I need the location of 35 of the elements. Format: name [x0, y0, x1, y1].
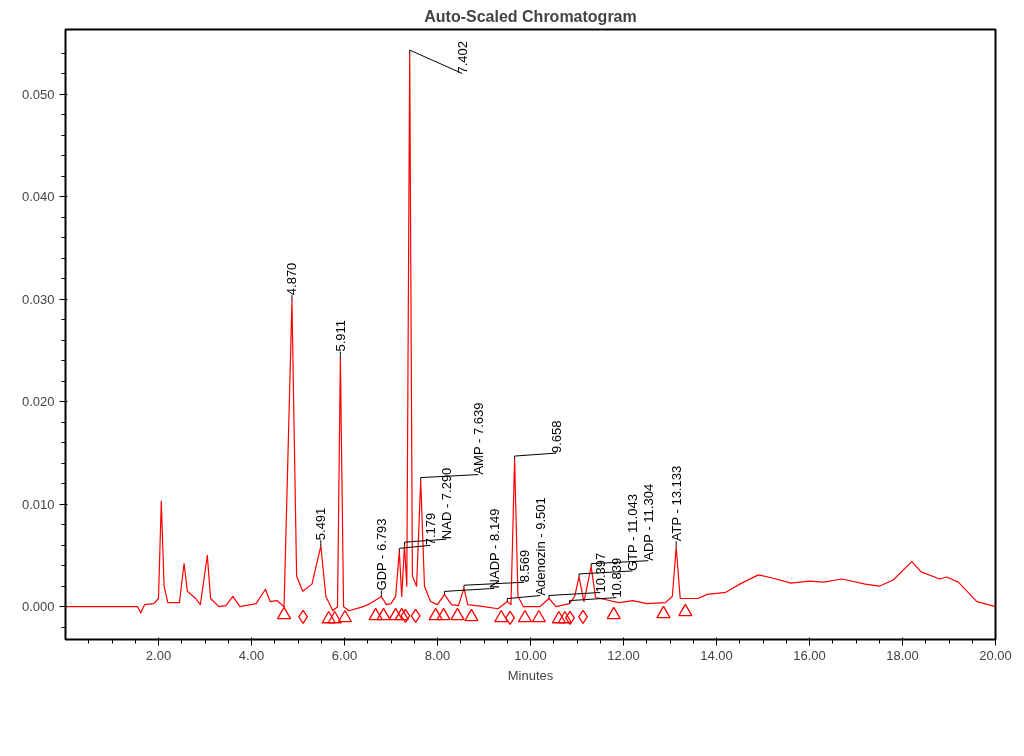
x-tick-label: 4.00 — [238, 647, 265, 663]
x-tick-label: 10.00 — [514, 647, 547, 663]
y-tick-label: 0.020 — [21, 394, 55, 410]
annotation: GTP - 11.043 — [624, 494, 640, 571]
x-tick-label: 12.00 — [607, 647, 640, 663]
x-tick-label: 20.00 — [979, 647, 1012, 663]
annotation: 5.911 — [332, 319, 348, 352]
annotation: 10.397 — [592, 552, 608, 593]
x-tick-label: 2.00 — [145, 647, 172, 663]
y-tick-label: 0.010 — [21, 496, 55, 512]
x-tick-label: 16.00 — [793, 647, 826, 663]
x-tick-label: 6.00 — [331, 647, 358, 663]
x-axis-title: Minutes — [507, 667, 554, 683]
annotation: ADP - 11.304 — [640, 483, 656, 561]
x-tick-label: 8.00 — [424, 647, 451, 663]
y-tick-label: 0.000 — [21, 599, 55, 615]
annotation: ATP - 13.133 — [668, 465, 684, 542]
annotation: 7.402 — [454, 40, 470, 74]
annotation: 7.179 — [422, 512, 438, 546]
annotation: NAD - 7.290 — [438, 467, 454, 540]
chart-title: Auto-Scaled Chromatogram — [424, 7, 637, 25]
y-tick-label: 0.050 — [21, 86, 55, 102]
annotation: Adenozin - 9.501 — [532, 497, 548, 596]
y-tick-label: 0.040 — [21, 189, 55, 205]
annotation: 10.839 — [608, 557, 624, 598]
annotation: 8.569 — [516, 549, 532, 583]
annotation: NADP - 8.149 — [486, 508, 502, 589]
x-tick-label: 18.00 — [886, 647, 919, 663]
annotation: GDP - 6.793 — [373, 518, 389, 591]
x-tick-label: 14.00 — [700, 647, 733, 663]
annotation: AMP - 7.639 — [470, 402, 486, 475]
annotation: 9.658 — [548, 420, 564, 454]
annotation: 5.491 — [313, 507, 329, 541]
y-tick-label: 0.030 — [21, 291, 55, 307]
annotation: 4.870 — [284, 262, 300, 296]
